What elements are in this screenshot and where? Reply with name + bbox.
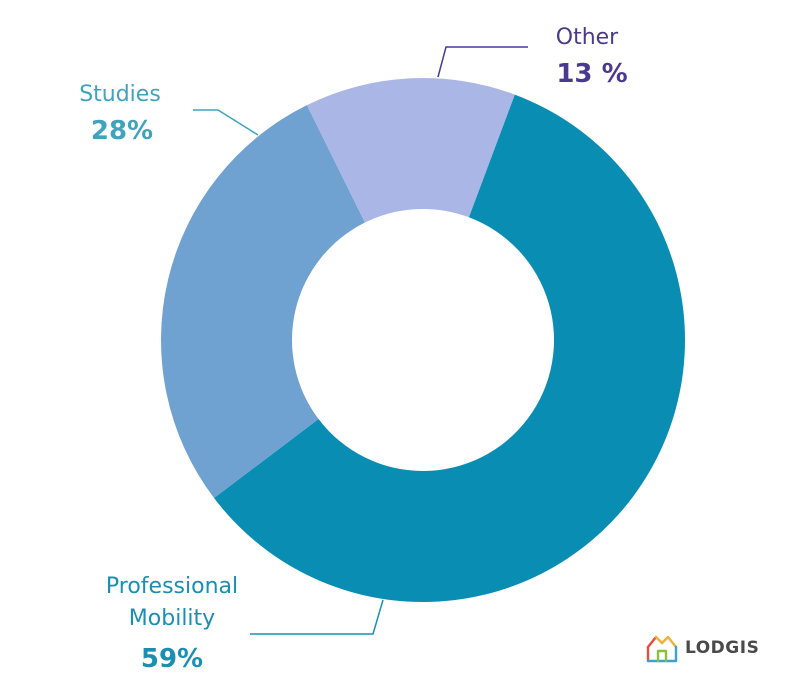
leader-line-professional-mobility (250, 599, 384, 635)
leader-line-other (437, 46, 528, 78)
slice-other (306, 78, 515, 223)
label-studies: Studies 28% (79, 82, 161, 146)
label-other-value: 13 % (556, 59, 627, 89)
slice-studies (160, 105, 365, 499)
label-other: Other 13 % (556, 25, 628, 89)
label-professional-mobility-value: 59% (141, 644, 203, 674)
lodgis-logo: LODGIS (645, 632, 765, 664)
label-studies-name: Studies (79, 82, 161, 107)
label-studies-value: 28% (91, 116, 153, 146)
label-professional-mobility: Professional Mobility 59% (106, 574, 238, 674)
label-professional-mobility-name-line2: Mobility (129, 606, 215, 631)
leader-line-studies (193, 109, 259, 136)
slice-professional-mobility (214, 94, 685, 603)
house-icon (646, 635, 678, 663)
label-professional-mobility-name-line1: Professional (106, 574, 238, 599)
logo-text: LODGIS (685, 638, 760, 658)
donut-slices (160, 78, 685, 603)
label-other-name: Other (556, 25, 619, 50)
